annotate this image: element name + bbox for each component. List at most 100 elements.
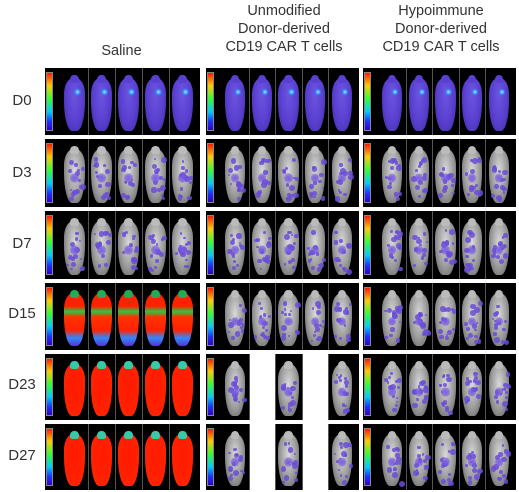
mouse-image	[172, 360, 193, 416]
mouse-image	[382, 289, 404, 346]
mouse-image	[304, 217, 326, 275]
mouse-image	[304, 145, 327, 203]
mouse-image	[64, 74, 85, 131]
empty-slot	[302, 354, 329, 420]
mouse-image	[382, 360, 403, 416]
mouse-image	[278, 360, 299, 416]
mouse-image	[64, 217, 86, 275]
empty-slot	[249, 424, 276, 490]
mouse-image	[435, 74, 456, 131]
colorbar-scale	[46, 358, 53, 416]
mouse-image	[118, 145, 139, 203]
mouse-image	[408, 74, 429, 131]
empty-slot	[249, 354, 276, 420]
panel-d27-col3	[363, 424, 516, 490]
mouse-image	[435, 430, 456, 487]
colorbar-scale	[46, 287, 53, 346]
mouse-image	[225, 430, 246, 486]
mouse-image	[225, 360, 247, 416]
row-label-d23: D23	[8, 376, 36, 393]
mouse-image	[145, 217, 167, 275]
mouse-image	[251, 217, 272, 275]
mouse-image	[91, 430, 112, 486]
mouse-image	[461, 360, 483, 416]
mouse-image	[331, 217, 352, 276]
mouse-image	[331, 145, 354, 203]
colorbar-scale	[364, 143, 371, 203]
mouse-image	[251, 145, 272, 203]
panel-d27-col2	[206, 424, 359, 490]
mouse-image	[331, 430, 353, 486]
colorbar-scale	[207, 428, 214, 486]
panel-d0-col1	[45, 68, 200, 135]
mouse-image	[382, 145, 403, 203]
mouse-image	[145, 360, 166, 416]
colorbar-scale	[364, 215, 371, 275]
mouse-image	[278, 430, 299, 486]
colorbar-scale	[207, 72, 214, 131]
mouse-image	[225, 289, 248, 346]
mouse-image	[488, 289, 509, 346]
col-header-saline-text: Saline	[101, 43, 142, 59]
panel-d0-col3	[363, 68, 516, 135]
panel-d15-col3	[363, 283, 516, 350]
mouse-image	[435, 360, 456, 416]
mouse-image	[382, 430, 405, 487]
mouse-image	[91, 145, 112, 203]
colorbar-scale	[207, 143, 214, 203]
panel-d23-col3	[363, 354, 516, 420]
mouse-image	[408, 217, 429, 275]
mouse-image	[91, 217, 113, 275]
mouse-image	[172, 430, 193, 486]
panel-d15-col1	[45, 283, 200, 350]
panel-d7-col2	[206, 211, 359, 279]
mouse-image	[408, 289, 431, 346]
mouse-image	[461, 289, 483, 346]
mouse-image	[408, 430, 431, 486]
mouse-image	[118, 289, 139, 346]
panel-d7-col1	[45, 211, 200, 279]
mouse-image	[331, 289, 352, 346]
mouse-image	[225, 74, 246, 131]
mouse-image	[488, 360, 511, 416]
mouse-image	[118, 430, 139, 486]
mouse-image	[435, 145, 457, 203]
mouse-image	[64, 430, 85, 486]
mouse-image	[435, 289, 457, 346]
col-header-saline: Saline	[44, 42, 199, 60]
mouse-image	[382, 217, 403, 275]
mouse-image	[278, 145, 300, 203]
row-label-d3: D3	[12, 164, 32, 181]
colorbar-scale	[364, 287, 371, 346]
colorbar-scale	[364, 72, 371, 131]
mouse-image	[304, 74, 326, 131]
mouse-image	[461, 217, 483, 275]
mouse-image	[91, 360, 112, 416]
mouse-image	[488, 430, 512, 486]
mouse-image	[304, 289, 326, 346]
mouse-image	[145, 145, 167, 203]
mouse-image	[145, 289, 166, 346]
row-label-d27: D27	[8, 447, 36, 464]
mouse-image	[488, 145, 509, 203]
mouse-image	[64, 145, 86, 203]
colorbar-scale	[46, 72, 53, 131]
mouse-image	[331, 74, 352, 131]
panel-d3-col2	[206, 139, 359, 207]
mouse-image	[461, 74, 483, 131]
mouse-image	[331, 360, 352, 416]
colorbar-scale	[207, 358, 214, 416]
colorbar-scale	[207, 287, 214, 346]
mouse-image	[278, 289, 302, 346]
panel-d27-col1	[45, 424, 200, 490]
mouse-image	[91, 74, 112, 131]
colorbar-scale	[364, 428, 371, 486]
panel-d3-col3	[363, 139, 516, 207]
panel-d3-col1	[45, 139, 200, 207]
mouse-image	[145, 430, 166, 486]
panel-d23-col2	[206, 354, 359, 420]
mouse-image	[91, 289, 112, 346]
panel-d0-col2	[206, 68, 359, 135]
mouse-image	[278, 74, 299, 131]
mouse-image	[118, 74, 139, 131]
